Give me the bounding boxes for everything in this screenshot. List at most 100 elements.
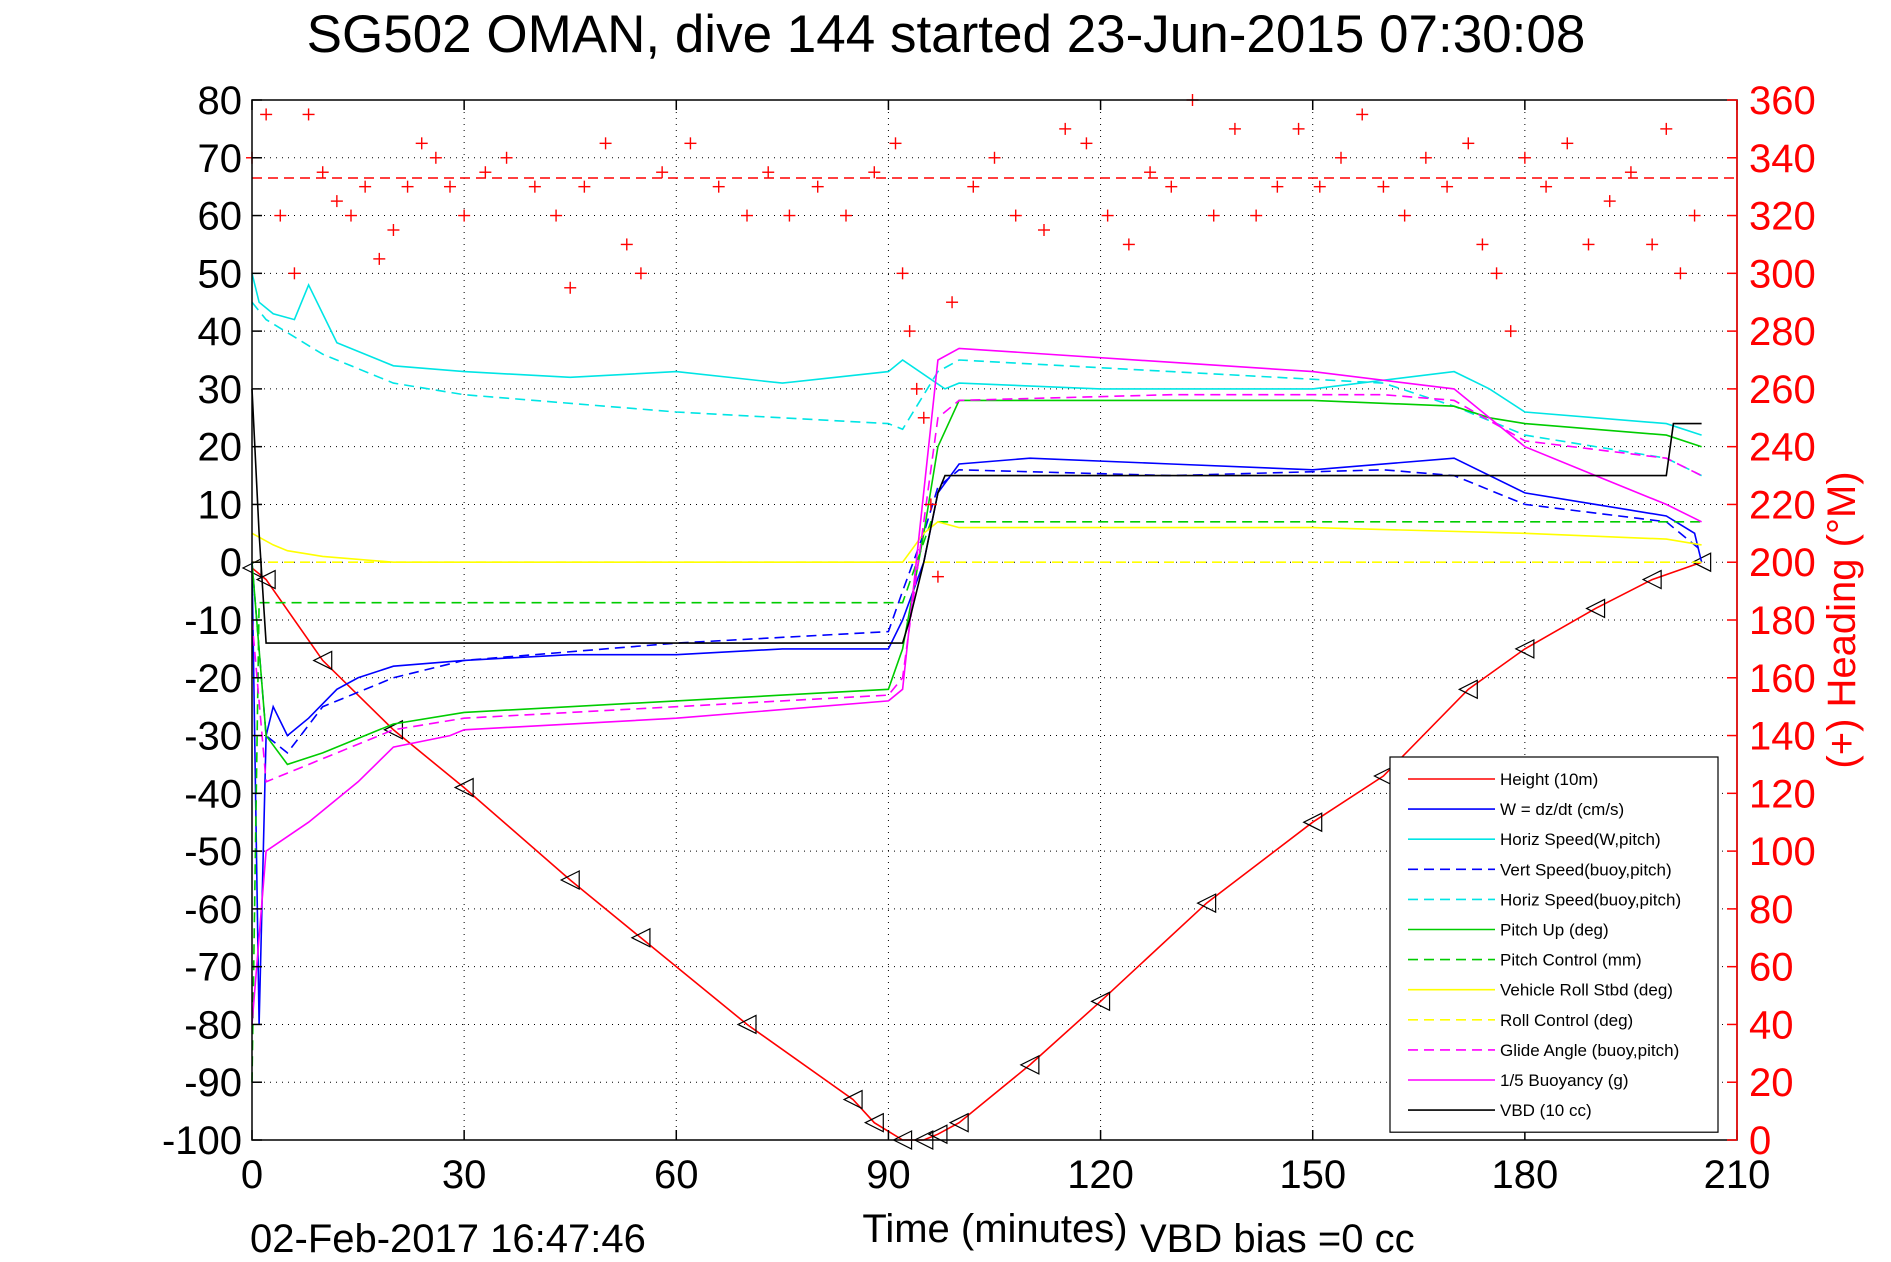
legend-label: Glide Angle (buoy,pitch) bbox=[1500, 1041, 1679, 1060]
x-tick-label: 30 bbox=[442, 1153, 487, 1197]
y2-tick-label: 220 bbox=[1749, 483, 1816, 527]
series-line-11 bbox=[251, 388, 1702, 644]
heading-point bbox=[458, 209, 471, 222]
height-point bbox=[255, 569, 276, 590]
heading-point bbox=[1313, 180, 1326, 193]
x-tick-label: 150 bbox=[1279, 1153, 1346, 1197]
heading-point bbox=[1504, 325, 1517, 338]
heading-point bbox=[550, 209, 563, 222]
height-point bbox=[1457, 679, 1478, 700]
heading-point bbox=[1335, 151, 1347, 164]
series-line-4 bbox=[251, 301, 1702, 477]
heading-point bbox=[1441, 180, 1454, 193]
heading-point bbox=[500, 151, 513, 164]
heading-point bbox=[1561, 137, 1574, 150]
heading-point bbox=[1624, 166, 1637, 179]
x-tick-label: 60 bbox=[654, 1153, 699, 1197]
heading-point bbox=[889, 137, 902, 150]
heading-point bbox=[429, 151, 442, 164]
y2-tick-label: 340 bbox=[1749, 137, 1816, 181]
heading-point bbox=[1250, 209, 1263, 222]
height-point bbox=[1090, 991, 1111, 1012]
heading-point bbox=[1582, 238, 1595, 251]
x-axis-ticks: 0 30 60 90 120 150 180 210 bbox=[241, 100, 1770, 1197]
heading-point bbox=[1059, 122, 1072, 135]
y-tick-label: 80 bbox=[198, 79, 243, 123]
height-point bbox=[736, 1014, 757, 1035]
footer-timestamp: 02-Feb-2017 16:47:46 bbox=[250, 1217, 646, 1261]
heading-point bbox=[1476, 238, 1489, 251]
height-point bbox=[1514, 638, 1535, 659]
series-line-2 bbox=[251, 273, 1702, 436]
y2-tick-label: 60 bbox=[1749, 946, 1794, 990]
series-line-10 bbox=[251, 347, 1702, 1025]
heading-point bbox=[988, 151, 1001, 164]
series-line-3 bbox=[251, 468, 1703, 755]
heading-point bbox=[1419, 151, 1432, 164]
heading-point bbox=[896, 267, 909, 280]
y-tick-label: -90 bbox=[184, 1061, 242, 1105]
y-tick-label: -20 bbox=[184, 657, 242, 701]
heading-point bbox=[868, 166, 881, 179]
heading-point bbox=[401, 180, 414, 193]
heading-point bbox=[1122, 238, 1135, 251]
heading-point bbox=[684, 137, 697, 150]
height-point bbox=[1691, 552, 1712, 573]
y-tick-label: 20 bbox=[198, 426, 243, 470]
y2-tick-label: 80 bbox=[1749, 888, 1794, 932]
heading-point bbox=[1228, 122, 1241, 135]
heading-point bbox=[599, 137, 612, 150]
height-point bbox=[559, 870, 580, 890]
heading-point bbox=[387, 224, 400, 236]
heading-point bbox=[288, 267, 301, 280]
height-point bbox=[927, 1124, 948, 1145]
heading-point bbox=[415, 137, 428, 150]
y-tick-label: -10 bbox=[184, 599, 242, 643]
y-tick-label: 10 bbox=[198, 483, 243, 527]
heading-point bbox=[528, 180, 541, 193]
heading-point bbox=[1688, 209, 1701, 222]
heading-point bbox=[811, 180, 824, 193]
height-point bbox=[1302, 812, 1323, 833]
height-point bbox=[453, 777, 474, 798]
height-point bbox=[948, 1112, 969, 1133]
y-tick-label: -50 bbox=[184, 830, 242, 874]
y-tick-label: 30 bbox=[198, 368, 243, 412]
heading-point bbox=[444, 180, 456, 193]
heading-point bbox=[330, 195, 343, 208]
legend-label: VBD (10 cc) bbox=[1500, 1101, 1592, 1120]
heading-point bbox=[1038, 224, 1050, 236]
x-tick-label: 180 bbox=[1491, 1153, 1558, 1197]
heading-point bbox=[1101, 209, 1114, 222]
height-point bbox=[1585, 598, 1606, 619]
legend-label: Pitch Up (deg) bbox=[1500, 921, 1609, 940]
series-line-6 bbox=[251, 520, 1702, 1083]
y2-tick-label: 40 bbox=[1749, 1003, 1794, 1047]
legend-label: Pitch Control (mm) bbox=[1500, 951, 1642, 970]
y2-axis-label: (+) Heading (°M) bbox=[1820, 471, 1864, 768]
heading-point bbox=[1144, 166, 1157, 179]
x-axis-label: Time (minutes) bbox=[862, 1207, 1127, 1251]
heading-point bbox=[1377, 180, 1390, 193]
y2-tick-label: 260 bbox=[1749, 368, 1816, 412]
x-tick-label: 0 bbox=[241, 1153, 263, 1197]
legend-label: Vert Speed(buoy,pitch) bbox=[1500, 860, 1672, 879]
y-axis-ticks: 80 70 60 50 40 30 20 10 0 -10 -20 -30 -40 -50 -60 -70 -8… bbox=[162, 79, 262, 1163]
y2-tick-label: 120 bbox=[1749, 772, 1816, 816]
heading-point bbox=[1009, 209, 1022, 222]
y2-tick-label: 20 bbox=[1749, 1061, 1794, 1105]
heading-point bbox=[924, 498, 937, 511]
heading-point bbox=[762, 166, 775, 179]
heading-point bbox=[903, 325, 916, 338]
heading-point bbox=[1462, 137, 1475, 150]
legend-label: Horiz Speed(buoy,pitch) bbox=[1500, 890, 1681, 909]
heading-point bbox=[260, 108, 273, 121]
heading-point bbox=[712, 180, 725, 193]
heading-point bbox=[910, 382, 923, 395]
y-tick-label: -60 bbox=[184, 888, 242, 932]
y2-tick-label: 280 bbox=[1749, 310, 1816, 354]
heading-point bbox=[931, 570, 944, 583]
legend: Height (10m) W = dz/dt (cm/s) Horiz Speed(… bbox=[1389, 756, 1719, 1133]
heading-point bbox=[1165, 180, 1178, 193]
heading-point bbox=[359, 180, 372, 193]
